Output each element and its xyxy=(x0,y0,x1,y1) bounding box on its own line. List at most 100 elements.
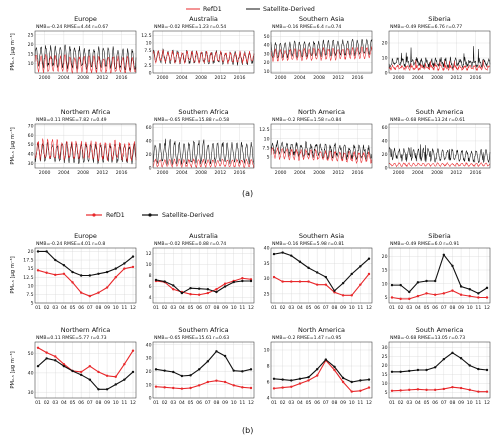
panel-b-southern-africa-point-refd1-03 xyxy=(172,386,175,390)
panel-b-northern-africa-point-satellite-derived-05 xyxy=(71,369,74,373)
panel-b-north-america-point-satellite-derived-07 xyxy=(324,358,328,361)
panel-b-southern-africa-point-refd1-08 xyxy=(215,379,218,382)
panel-a-southern-asia-xtick-4: 2016 xyxy=(352,75,364,81)
panel-a-northern-africa-ytick-3: 60 xyxy=(28,133,34,139)
panel-a-northern-africa-xtick-1: 2004 xyxy=(58,170,70,176)
panel-a-north-america-xtick-0: 2000 xyxy=(275,170,287,176)
panel-b-north-america-stats: NMB=-0.2 RMSE=1.47 r=0.95 xyxy=(272,335,341,341)
panel-b-southern-africa-ytick-2: 20 xyxy=(146,369,152,375)
panel-b-australia-point-satellite-derived-06 xyxy=(197,287,201,290)
panel-b-europe-xtick-03: 03 xyxy=(52,305,58,311)
panel-b-europe-point-satellite-derived-05 xyxy=(71,270,74,274)
panel-b-south-america-point-satellite-derived-09 xyxy=(459,357,463,360)
panel-a-north-america-ytick-0: 5 xyxy=(267,155,270,161)
panel-b-north-america-xtick-02: 02 xyxy=(280,400,286,406)
panel-b-south-america-point-satellite-derived-11 xyxy=(477,367,480,371)
panel-b-northern-africa-frame xyxy=(34,341,137,399)
panel-b-northern-africa-line-satellite-derived xyxy=(37,357,134,390)
panel-a-southern-asia-frame xyxy=(270,30,373,74)
panel-b-south-america-point-satellite-derived-05 xyxy=(425,368,428,372)
panel-b-southern-africa-xtick-03: 03 xyxy=(170,400,176,406)
panel-a-south-america-xtick-1: 2004 xyxy=(412,170,424,176)
panel-a-southern-africa-series-satellite-derived xyxy=(152,138,255,165)
panel-a-siberia-frame xyxy=(388,30,491,74)
panel-a-ylabel-top: PM₂.₅ [µg m⁻³] xyxy=(10,33,16,70)
panel-b-europe-xtick-04: 04 xyxy=(61,305,67,311)
panel-b-south-america-point-satellite-derived-06 xyxy=(433,366,437,369)
panel-b-north-america-point-refd1-06 xyxy=(315,374,319,377)
panel-b-australia-ytick-3: 10 xyxy=(146,262,152,268)
panel-a-south-america-series-satellite-derived xyxy=(388,144,491,163)
panel-b-europe-ytick-6: 20 xyxy=(28,249,34,255)
panel-b-australia-point-refd1-06 xyxy=(197,293,201,296)
panel-a-southern-asia-ytick-4: 50 xyxy=(264,34,270,40)
panel-b-australia-xtick-02: 02 xyxy=(162,305,168,311)
panel-b-southern-asia-xtick-05: 05 xyxy=(306,305,312,311)
panel-b-north-america-point-satellite-derived-05 xyxy=(307,376,310,379)
panel-a-north-america-ytick-2: 10 xyxy=(264,136,270,142)
panel-b-southern-asia-xtick-12: 12 xyxy=(366,305,372,311)
panel-b-southern-africa-xtick-07: 07 xyxy=(205,400,211,406)
panel-b-europe-point-refd1-06 xyxy=(79,291,83,294)
panel-b-southern-africa-point-refd1-01 xyxy=(154,385,158,388)
panel-b-siberia-point-refd1-05 xyxy=(425,292,428,295)
panel-b-australia-point-satellite-derived-01 xyxy=(154,278,158,282)
panel-b-southern-asia-ytick-3: 40 xyxy=(264,246,270,252)
panel-b-siberia-point-satellite-derived-08 xyxy=(451,264,454,268)
panel-b-siberia-xtick-12: 12 xyxy=(484,305,490,311)
panel-b-north-america-point-refd1-05 xyxy=(307,379,310,382)
panel-b-southern-asia-line-refd1 xyxy=(273,273,370,296)
panel-b-siberia-point-satellite-derived-07 xyxy=(442,253,446,257)
panel-b-northern-africa-xtick-02: 02 xyxy=(44,400,50,406)
panel-b-southern-asia-line-satellite-derived xyxy=(273,252,370,292)
panel-b-siberia-ytick-2: 15 xyxy=(382,268,388,274)
panel-b-southern-africa-line-satellite-derived xyxy=(155,350,252,377)
panel-b-southern-africa-point-satellite-derived-02 xyxy=(163,369,166,372)
panel-b-siberia-xtick-09: 09 xyxy=(458,305,464,311)
panel-b-australia-point-satellite-derived-08 xyxy=(215,290,218,294)
panel-b-siberia-point-refd1-10 xyxy=(468,294,471,298)
panel-a-australia-ytick-1: 2.5 xyxy=(144,63,151,69)
panel-b-south-america-point-refd1-06 xyxy=(433,388,437,392)
panel-b-siberia-xtick-02: 02 xyxy=(398,305,404,311)
panel-a-south-america-xtick-3: 2012 xyxy=(450,170,462,176)
panel-a-north-america-series-refd1 xyxy=(270,147,373,165)
panel-b-southern-africa-point-refd1-06 xyxy=(197,384,201,387)
panel-b-south-america-line-satellite-derived xyxy=(392,352,488,373)
panel-b-southern-asia-point-refd1-05 xyxy=(307,280,310,283)
panel-a-northern-africa-xtick-3: 2012 xyxy=(96,170,108,176)
panel-a-europe-xtick-4: 2016 xyxy=(116,75,128,81)
panel-b-northern-africa-xtick-04: 04 xyxy=(61,400,67,406)
panel-a-southern-africa-xtick-4: 2016 xyxy=(234,170,246,176)
panel-b-northern-africa-point-refd1-04 xyxy=(62,363,66,366)
panel-b-siberia-point-satellite-derived-09 xyxy=(459,285,463,288)
panel-b-northern-africa-point-refd1-02 xyxy=(45,351,48,354)
panel-a-southern-africa-ytick-1: 20 xyxy=(146,152,152,158)
panel-b-northern-africa-stats: NMB=0.11 RMSE=5.77 r=0.73 xyxy=(36,335,107,341)
panel-b-siberia-frame xyxy=(388,247,491,304)
panel-a-australia-xtick-3: 2012 xyxy=(214,75,226,81)
panel-b-north-america-point-refd1-04 xyxy=(298,382,302,385)
panel-b-northern-africa-point-satellite-derived-02 xyxy=(45,357,48,360)
panel-b-australia-line-satellite-derived xyxy=(155,279,251,294)
panel-b-europe-ytick-4: 15 xyxy=(28,266,34,272)
panel-b-south-america-point-refd1-07 xyxy=(442,387,446,391)
panel-a-australia-series-refd1 xyxy=(152,49,255,65)
panel-b-europe-xtick-05: 05 xyxy=(70,305,76,311)
panel-a-northern-africa-xtick-0: 2000 xyxy=(39,170,51,176)
panel-b-australia-xtick-08: 08 xyxy=(214,305,220,311)
panel-b-southern-africa-point-refd1-07 xyxy=(206,380,210,384)
panel-b-north-america-ytick-0: 4 xyxy=(267,396,270,402)
panel-b-southern-asia-point-satellite-derived-07 xyxy=(324,275,328,279)
legend-a: RefD1 Satellite-Derived xyxy=(186,6,315,13)
panel-b-southern-asia-xtick-10: 10 xyxy=(349,305,355,311)
panel-a-southern-asia-ytick-3: 40 xyxy=(264,43,270,49)
panel-b-europe-line-refd1 xyxy=(37,266,134,297)
panel-b-siberia-xtick-11: 11 xyxy=(475,305,481,311)
